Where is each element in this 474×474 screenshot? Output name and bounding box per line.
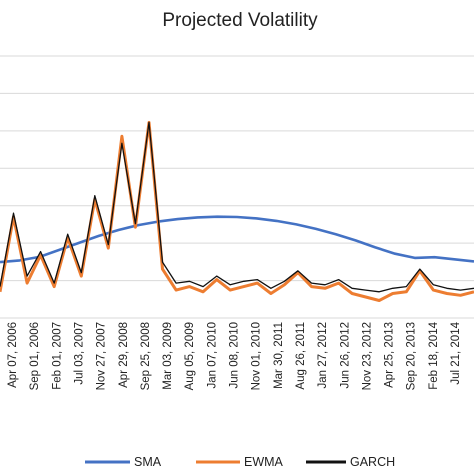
x-tick-label: Sep 01, 2006: [29, 322, 41, 390]
series-line-ewma: [0, 120, 474, 302]
x-tick-label: Mar 03, 2009: [162, 322, 174, 390]
x-tick-label: Jun 08, 2010: [229, 322, 241, 389]
legend-label-sma: SMA: [134, 455, 162, 469]
gridlines: [0, 55, 474, 319]
x-tick-label: Sep 25, 2008: [140, 322, 152, 390]
x-tick-label: Feb 18, 2014: [428, 321, 440, 389]
legend-label-ewma: EWMA: [244, 455, 284, 469]
x-tick-label: Apr 29, 2008: [118, 322, 130, 388]
legend-label-garch: GARCH: [350, 455, 395, 469]
x-tick-label: Nov 27, 2007: [96, 322, 108, 390]
x-tick-label: Mar 30, 2011: [273, 322, 285, 389]
series-line-sma: [0, 215, 474, 264]
x-axis-ticks: Apr 07, 2006 Sep 01, 2006 Feb 01, 2007 Jul …: [7, 321, 462, 390]
x-tick-label: Jul 21, 2014: [450, 321, 462, 384]
x-tick-label: Sep 20, 2013: [406, 322, 418, 390]
x-tick-label: Jun 26, 2012: [339, 322, 351, 389]
x-tick-label: Nov 23, 2012: [361, 322, 373, 390]
x-tick-label: Nov 01, 2010: [251, 322, 263, 390]
x-tick-label: Apr 25, 2013: [384, 322, 396, 388]
x-tick-label: Jan 27, 2012: [317, 322, 329, 389]
x-tick-label: Jul 03, 2007: [73, 322, 85, 385]
x-tick-label: Aug 05, 2009: [184, 322, 196, 390]
plot-area: [0, 120, 474, 302]
x-tick-label: Feb 01, 2007: [51, 322, 63, 390]
series-line-garch: [0, 121, 474, 293]
x-tick-label: Jan 07, 2010: [206, 322, 218, 389]
x-tick-label: Apr 07, 2006: [7, 322, 19, 388]
x-tick-label: Aug 26, 2011: [295, 322, 307, 390]
legend: SMA EWMA GARCH: [85, 455, 395, 469]
chart-title: Projected Volatility: [162, 10, 318, 31]
